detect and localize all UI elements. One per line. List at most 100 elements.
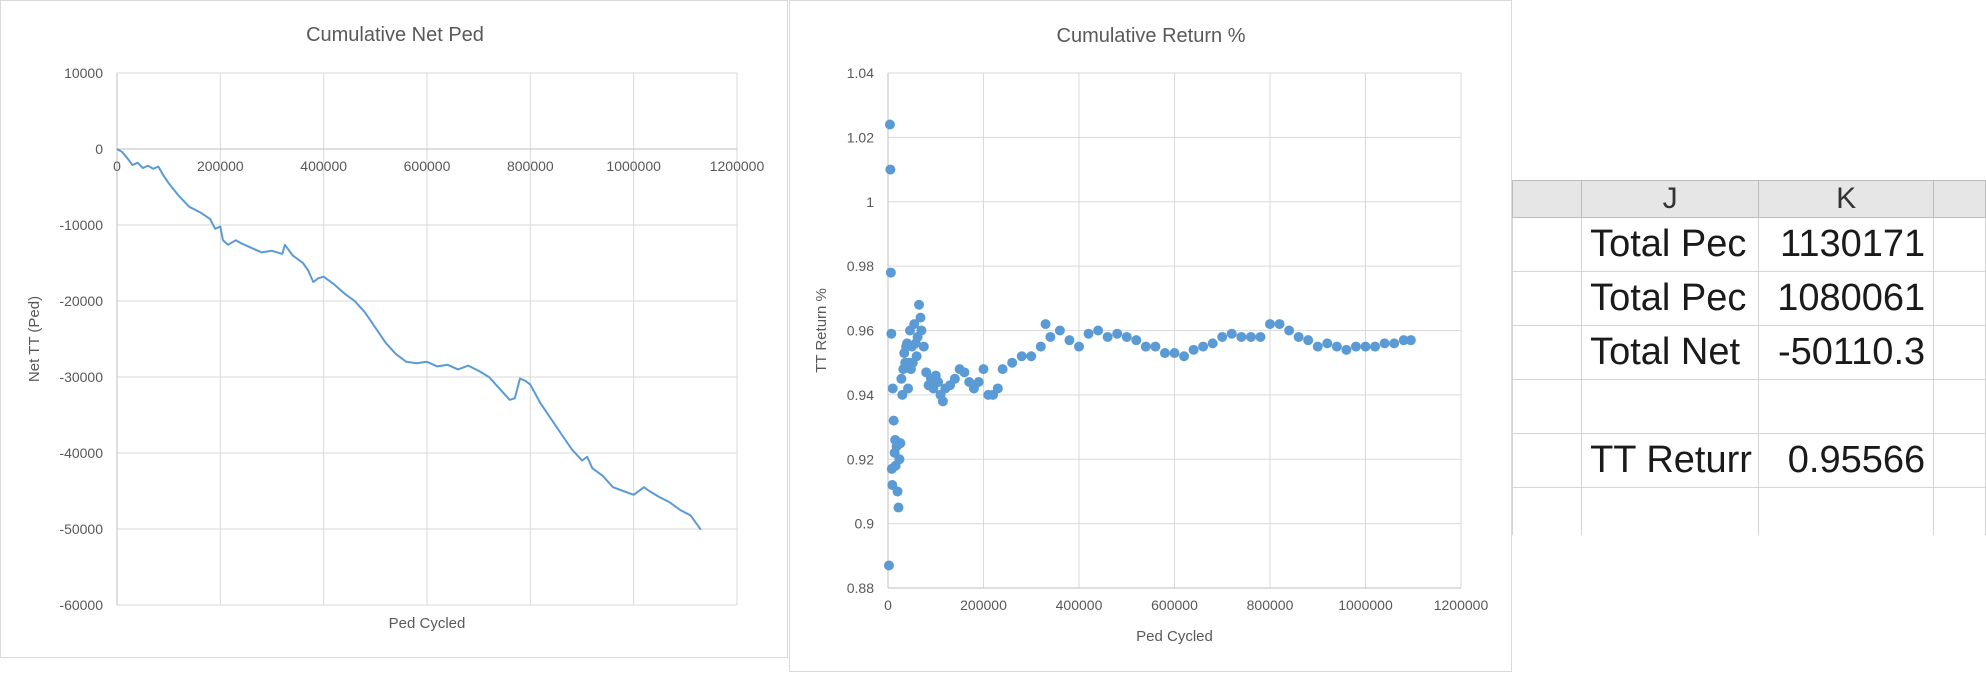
cell-j5[interactable]: TT Returr xyxy=(1581,433,1760,488)
y-tick-label: 0.88 xyxy=(847,580,874,596)
data-point xyxy=(1312,341,1323,352)
cell-i5[interactable] xyxy=(1512,433,1583,488)
y-tick-label: -60000 xyxy=(59,597,103,613)
cell-l4[interactable] xyxy=(1933,379,1986,434)
cell-i3[interactable] xyxy=(1512,325,1583,380)
column-header-k[interactable]: K xyxy=(1758,180,1935,218)
data-point xyxy=(886,328,897,339)
data-point xyxy=(1236,331,1247,342)
table-row xyxy=(1512,379,1986,434)
cell-k4[interactable] xyxy=(1758,379,1935,434)
net-ped-line-chart: -60000 -50000 -40000 -30000 -20000 -10000 0 100… xyxy=(26,24,765,632)
chart-cumulative-return: 0.88 0.9 0.92 0.94 0.96 0.98 1 1.02 1.04 0 200000 4… xyxy=(789,0,1512,672)
data-point xyxy=(973,377,984,387)
column-header-l[interactable] xyxy=(1933,180,1986,218)
x-tick-label: 0 xyxy=(113,158,121,174)
data-point xyxy=(1341,344,1352,355)
data-point xyxy=(885,164,896,175)
data-point xyxy=(1405,335,1416,346)
data-point xyxy=(1093,325,1104,336)
x-tick-label: 400000 xyxy=(1056,597,1103,613)
cell-k1[interactable]: 1130171 xyxy=(1758,217,1935,272)
cell-i4[interactable] xyxy=(1512,379,1583,434)
data-point xyxy=(992,383,1003,394)
y-tick-label: 0.96 xyxy=(847,323,874,339)
cell-j2[interactable]: Total Pec xyxy=(1581,271,1760,326)
data-point xyxy=(978,364,989,375)
data-point xyxy=(896,373,907,384)
data-point xyxy=(1169,348,1180,359)
cell-j1[interactable]: Total Pec xyxy=(1581,217,1760,272)
data-point xyxy=(1179,351,1190,362)
x-axis-label: Ped Cycled xyxy=(389,615,466,632)
data-point xyxy=(915,312,926,323)
data-point xyxy=(914,299,925,310)
column-header-i[interactable] xyxy=(1512,180,1583,218)
cell-k5[interactable]: 0.95566 xyxy=(1758,433,1935,488)
data-point xyxy=(1102,331,1113,342)
y-tick-label: -50000 xyxy=(59,521,103,537)
chart-title: Cumulative Net Ped xyxy=(306,24,484,46)
data-point xyxy=(895,438,906,449)
cell-k2[interactable]: 1080061 xyxy=(1758,271,1935,326)
data-point xyxy=(885,267,896,278)
y-tick-label: 0.94 xyxy=(847,387,874,403)
x-tick-label: 200000 xyxy=(197,158,244,174)
y-tick-label: 0.92 xyxy=(847,451,874,467)
data-point xyxy=(1083,328,1094,339)
data-point xyxy=(1112,328,1123,339)
x-tick-label: 600000 xyxy=(1151,597,1198,613)
x-tick-label: 1200000 xyxy=(710,158,765,174)
return-scatter-chart: 0.88 0.9 0.92 0.94 0.96 0.98 1 1.02 1.04 0 200000 4… xyxy=(813,25,1488,645)
x-tick-label: 1000000 xyxy=(606,158,661,174)
data-point xyxy=(1398,335,1409,346)
x-tick-label: 1000000 xyxy=(1338,597,1393,613)
data-point xyxy=(1007,357,1018,368)
data-point xyxy=(1370,341,1381,352)
data-point xyxy=(1245,331,1256,342)
cell-j3[interactable]: Total Net xyxy=(1581,325,1760,380)
cell-l1[interactable] xyxy=(1933,217,1986,272)
cell-k6[interactable] xyxy=(1758,487,1935,535)
data-point xyxy=(893,502,904,513)
data-point xyxy=(1293,331,1304,342)
cell-j4[interactable] xyxy=(1581,379,1760,434)
cell-i2[interactable] xyxy=(1512,271,1583,326)
data-point xyxy=(1322,338,1333,349)
data-point xyxy=(1226,328,1237,339)
data-point xyxy=(1389,338,1400,349)
data-point xyxy=(1140,341,1151,352)
data-point xyxy=(883,560,894,571)
cell-l6[interactable] xyxy=(1933,487,1986,535)
column-header-j[interactable]: J xyxy=(1581,180,1760,218)
cell-i6[interactable] xyxy=(1512,487,1583,535)
data-point xyxy=(897,389,908,400)
data-point xyxy=(888,415,899,426)
cell-l2[interactable] xyxy=(1933,271,1986,326)
cell-l5[interactable] xyxy=(1933,433,1986,488)
data-point xyxy=(1207,338,1218,349)
chart-cumulative-net-ped: -60000 -50000 -40000 -30000 -20000 -10000 0 100… xyxy=(0,0,788,658)
data-point xyxy=(1188,344,1199,355)
data-point xyxy=(1198,341,1209,352)
data-point xyxy=(933,377,944,387)
cell-k3[interactable]: -50110.3 xyxy=(1758,325,1935,380)
data-point xyxy=(1350,341,1361,352)
data-point xyxy=(1379,338,1390,349)
data-point xyxy=(1360,341,1371,352)
cell-j6[interactable] xyxy=(1581,487,1760,535)
y-tick-label: 0 xyxy=(95,141,103,157)
data-point xyxy=(884,119,895,130)
cell-l3[interactable] xyxy=(1933,325,1986,380)
table-row: Total Net -50110.3 xyxy=(1512,325,1986,380)
y-tick-label: -40000 xyxy=(59,445,103,461)
y-tick-label: -20000 xyxy=(59,293,103,309)
data-point xyxy=(894,454,905,465)
cell-i1[interactable] xyxy=(1512,217,1583,272)
data-point xyxy=(1054,325,1065,336)
data-point xyxy=(1026,351,1037,362)
x-tick-label: 600000 xyxy=(404,158,451,174)
x-tick-label: 0 xyxy=(884,597,892,613)
data-point xyxy=(959,367,970,378)
y-tick-label: 10000 xyxy=(64,65,103,81)
